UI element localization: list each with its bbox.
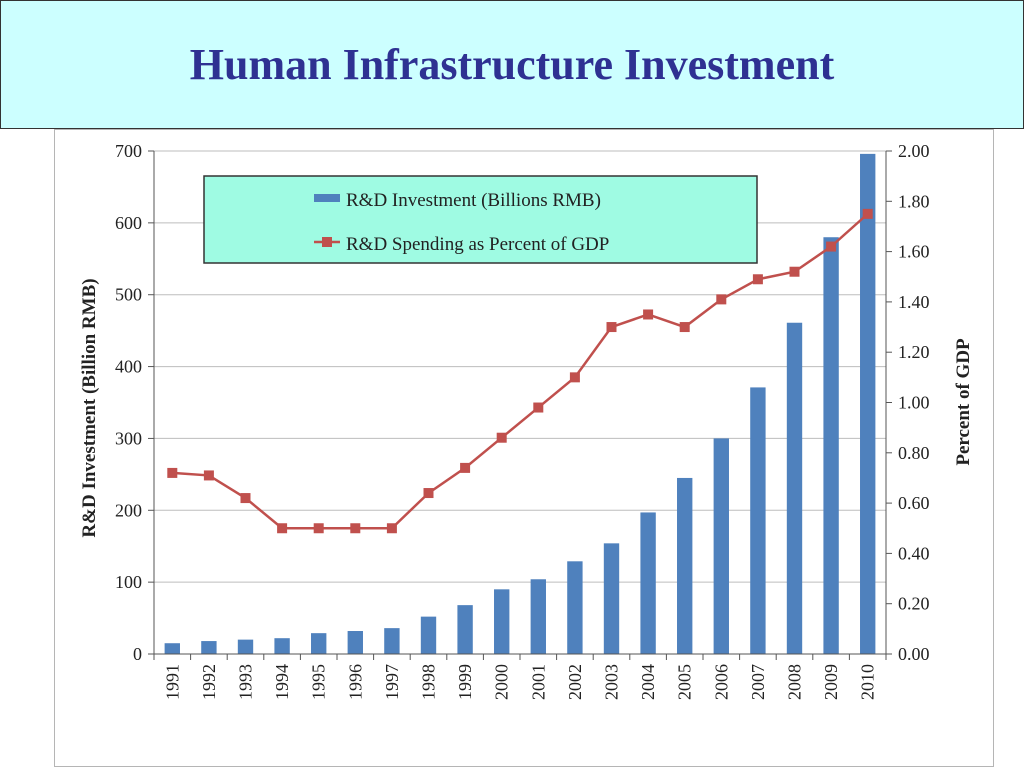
bar-series — [164, 153, 876, 655]
x-tick-label: 2009 — [821, 664, 841, 700]
y-tick-label: 500 — [115, 285, 142, 305]
legend: R&D Investment (Billions RMB) R&D Spendin… — [203, 175, 758, 264]
bar — [640, 512, 656, 654]
line-point — [386, 523, 397, 534]
x-tick-label: 1992 — [199, 664, 219, 700]
y-tick-label: 200 — [115, 500, 142, 520]
bar — [860, 153, 876, 655]
bar — [237, 639, 254, 654]
y-tick-label: 100 — [115, 572, 142, 592]
line-point — [167, 467, 178, 478]
x-tick-label: 1997 — [382, 664, 402, 700]
series-line — [172, 212, 869, 530]
bar — [201, 641, 217, 654]
y-tick-label: 700 — [115, 141, 142, 161]
y-tick-label: 400 — [115, 357, 142, 377]
x-tick-label: 1994 — [272, 664, 292, 700]
line-point — [350, 523, 361, 534]
line-point — [533, 402, 544, 413]
y2-tick-label: 0.00 — [898, 644, 930, 664]
line-point — [460, 462, 471, 473]
line-point — [423, 488, 434, 499]
bar — [567, 561, 583, 654]
line-point — [569, 372, 580, 383]
bar — [713, 438, 729, 654]
bar — [603, 543, 620, 654]
x-tick-label: 2007 — [748, 664, 768, 700]
y2-axis-label: Percent of GDP — [953, 338, 974, 466]
x-tick-label: 2000 — [492, 664, 512, 700]
bar — [786, 322, 803, 654]
y2-tick-label: 1.60 — [898, 242, 930, 262]
bar — [823, 237, 839, 654]
y2-tick-label: 1.20 — [898, 342, 930, 362]
x-tick-label: 2004 — [638, 664, 658, 700]
bar — [420, 616, 437, 654]
line-point — [789, 266, 800, 277]
x-tick-label: 2005 — [675, 664, 695, 700]
line-point — [496, 432, 507, 443]
page-title: Human Infrastructure Investment — [189, 40, 835, 89]
combo-chart: 0 100 200 300 400 500 600 700 0.00 0.20 0.40 0.60 0.… — [79, 141, 974, 700]
bar — [274, 638, 290, 654]
y-axis-label: R&D Investment (Billion RMB) — [79, 278, 100, 537]
line-series — [167, 208, 873, 534]
x-tick-label: 1991 — [162, 664, 182, 700]
x-tick-label: 2010 — [858, 664, 878, 700]
bar — [347, 631, 363, 654]
line-point — [313, 523, 324, 534]
y2-tick-label: 0.20 — [898, 594, 930, 614]
line-point — [826, 241, 837, 252]
y-tick-label: 300 — [115, 428, 142, 448]
x-tick-label: 2003 — [602, 664, 622, 700]
legend-label-bar: R&D Investment (Billions RMB) — [346, 190, 601, 211]
y-tick-label: 600 — [115, 213, 142, 233]
bar — [457, 605, 473, 654]
line-point — [862, 208, 873, 219]
x-tick-label: 1993 — [236, 664, 256, 700]
bar — [530, 579, 546, 654]
x-tick-label: 2008 — [785, 664, 805, 700]
x-tick-label: 2002 — [565, 664, 585, 700]
line-point — [203, 470, 214, 481]
y2-tick-label: 2.00 — [898, 141, 930, 161]
y2-tick-label: 0.60 — [898, 493, 930, 513]
bar — [311, 633, 327, 654]
line-point — [752, 274, 763, 285]
title-banner: Human Infrastructure Investment — [0, 0, 1024, 129]
x-tick-label: 1995 — [309, 664, 329, 700]
x-tick-label: 1999 — [455, 664, 475, 700]
y2-tick-label: 0.80 — [898, 443, 930, 463]
y2-tick-label: 1.80 — [898, 191, 930, 211]
y2-tick-label: 1.40 — [898, 292, 930, 312]
bar — [677, 477, 693, 654]
line-point — [606, 322, 617, 333]
legend-swatch-marker — [322, 237, 332, 247]
line-point — [277, 523, 288, 534]
y-tick-label: 0 — [133, 644, 142, 664]
x-tick-label: 1998 — [419, 664, 439, 700]
bar — [494, 589, 510, 654]
x-tick-label: 2006 — [711, 664, 731, 700]
legend-swatch-bar — [314, 194, 340, 202]
line-point — [679, 322, 690, 333]
y2-tick-label: 0.40 — [898, 543, 930, 563]
legend-box — [203, 175, 758, 264]
line-point — [643, 309, 654, 320]
bar — [384, 628, 400, 654]
x-tick-label: 1996 — [345, 664, 365, 700]
x-tick-label: 2001 — [528, 664, 548, 700]
bar — [164, 643, 180, 654]
chart-frame: 0 100 200 300 400 500 600 700 0.00 0.20 0.40 0.60 0.… — [54, 129, 994, 767]
legend-label-line: R&D Spending as Percent of GDP — [346, 234, 609, 255]
bar — [750, 387, 766, 654]
axes: 0 100 200 300 400 500 600 700 0.00 0.20 0.40 0.60 0.… — [115, 141, 930, 700]
line-point — [716, 294, 727, 305]
y2-tick-label: 1.00 — [898, 393, 930, 413]
line-point — [240, 493, 251, 504]
